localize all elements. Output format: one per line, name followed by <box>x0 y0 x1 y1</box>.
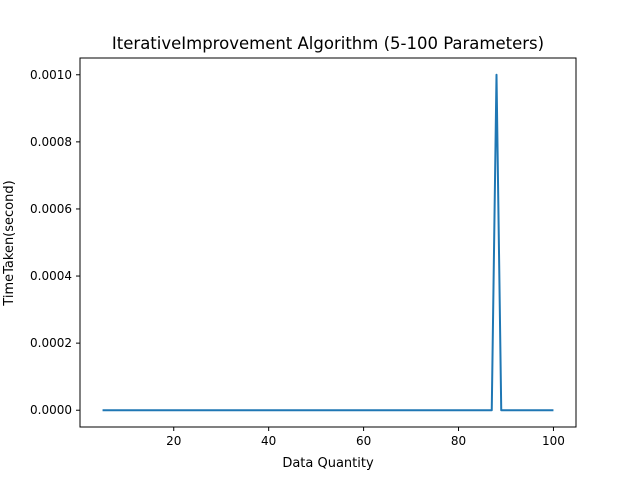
x-axis-label: Data Quantity <box>282 456 374 471</box>
x-tick-label: 20 <box>166 434 181 448</box>
y-tick-label: 0.0002 <box>30 336 72 350</box>
y-axis-label: TimeTaken(second) <box>2 180 17 306</box>
y-tick-label: 0.0010 <box>30 68 72 82</box>
y-tick-label: 0.0004 <box>30 269 72 283</box>
chart-title: IterativeImprovement Algorithm (5-100 Pa… <box>112 34 544 53</box>
y-tick-label: 0.0008 <box>30 135 72 149</box>
x-tick-label: 80 <box>451 434 466 448</box>
series-line-0 <box>102 73 554 412</box>
plot-frame <box>79 57 577 428</box>
y-axis-ticks: 0.0000 0.0002 0.0004 0.0006 0.0008 0.0010 <box>30 68 80 417</box>
x-axis-ticks: 20 40 60 80 100 <box>166 427 565 448</box>
x-tick-label: 60 <box>356 434 371 448</box>
y-tick-label: 0.0000 <box>30 403 72 417</box>
series-group <box>102 73 554 412</box>
x-tick-label: 100 <box>542 434 565 448</box>
x-tick-label: 40 <box>261 434 276 448</box>
y-tick-label: 0.0006 <box>30 202 72 216</box>
